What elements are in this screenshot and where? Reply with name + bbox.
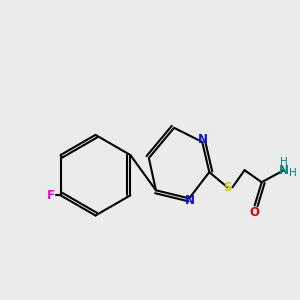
Text: H: H [289, 168, 297, 178]
Text: N: N [185, 194, 195, 207]
Text: N: N [279, 164, 289, 177]
Text: O: O [250, 206, 260, 219]
Text: S: S [223, 181, 232, 194]
Text: H: H [280, 157, 288, 167]
Text: N: N [198, 134, 208, 146]
Text: F: F [46, 189, 55, 202]
